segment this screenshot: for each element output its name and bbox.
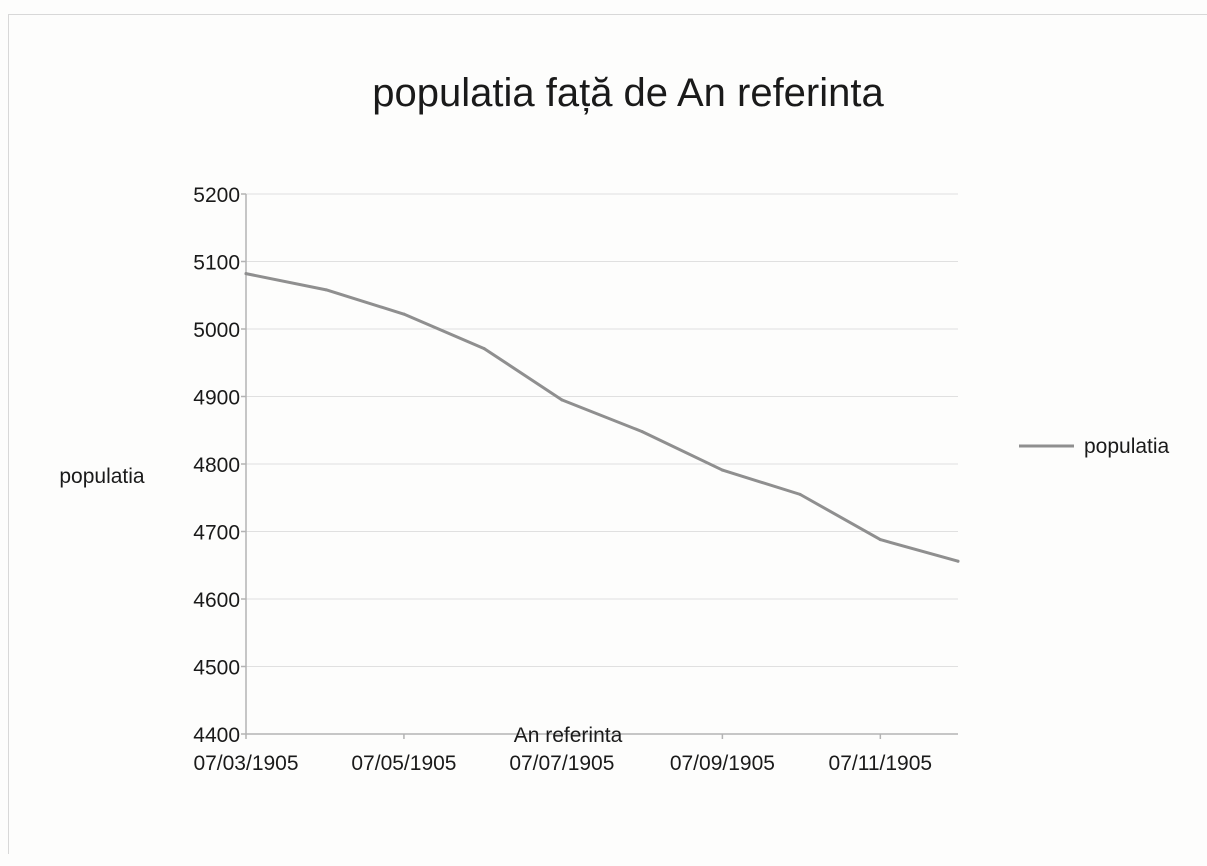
x-tick-label: 07/11/1905 (829, 752, 933, 775)
data-point (482, 347, 486, 351)
x-axis-label: An referinta (514, 724, 623, 747)
y-tick-label: 5100 (193, 252, 240, 275)
data-point (402, 312, 406, 316)
data-point (720, 468, 724, 472)
grid-lines (246, 193, 958, 667)
chart-title: populatia față de An referinta (372, 71, 884, 115)
data-point (878, 538, 882, 542)
data-point (956, 559, 960, 563)
y-axis-label: populatia (59, 465, 145, 488)
data-point (244, 272, 248, 276)
y-tick-label: 4700 (193, 522, 240, 545)
x-tick-label: 07/03/1905 (193, 752, 298, 775)
y-tick-labels: 4400 4500 4600 4700 4800 4900 5000 5100 5200 (193, 184, 240, 747)
data-point (798, 492, 802, 496)
x-tick-label: 07/09/1905 (670, 752, 775, 775)
chart-frame (8, 14, 1207, 854)
y-tick-label: 4400 (193, 724, 240, 747)
series-line-populatia (244, 272, 960, 563)
y-tick-label: 4800 (193, 454, 240, 477)
axes (241, 193, 958, 739)
legend: populatia (1019, 435, 1170, 458)
data-point (640, 430, 644, 434)
y-tick-label: 4500 (193, 657, 240, 680)
legend-label-populatia: populatia (1084, 435, 1170, 458)
data-point (324, 288, 328, 292)
data-point (560, 398, 564, 402)
y-tick-label: 4600 (193, 589, 240, 612)
y-tick-label: 4900 (193, 387, 240, 410)
y-tick-label: 5000 (193, 319, 240, 342)
x-tick-labels: 07/03/1905 07/05/1905 07/07/1905 07/09/1905… (193, 752, 932, 775)
x-tick-label: 07/05/1905 (351, 752, 456, 775)
y-tick-label: 5200 (193, 184, 240, 207)
x-tick-label: 07/07/1905 (509, 752, 614, 775)
series-lines (244, 272, 960, 563)
